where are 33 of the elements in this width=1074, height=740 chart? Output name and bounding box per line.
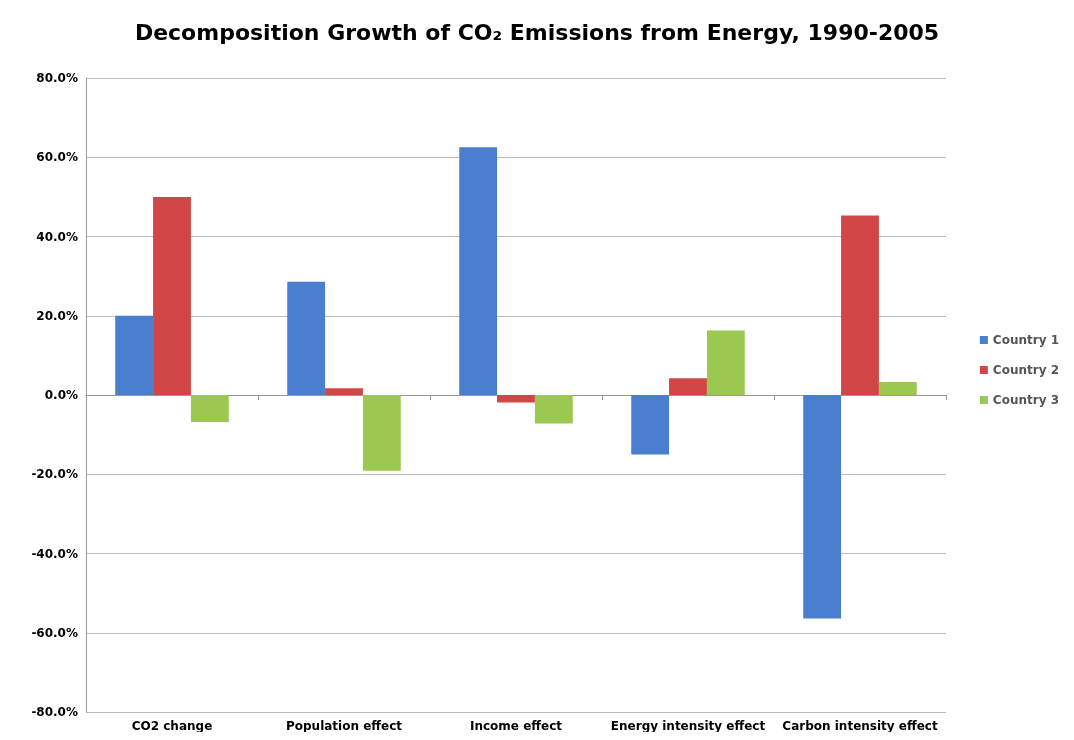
- bar: [287, 281, 326, 395]
- x-tick-label: Income effect: [469, 719, 563, 733]
- y-tick-label: -80.0%: [31, 705, 78, 719]
- chart-title: Decomposition Growth of CO₂ Emissions from Energy, 1990-2005: [134, 19, 940, 45]
- y-tick-label: 60.0%: [36, 150, 78, 165]
- bar: [878, 381, 917, 395]
- bar: [190, 395, 229, 422]
- y-tick-label: 20.0%: [36, 308, 78, 323]
- bar: [706, 330, 745, 395]
- bar: [841, 215, 879, 395]
- x-tick-label: Energy intensity effect: [610, 719, 766, 733]
- bar: [362, 395, 401, 471]
- legend-label: Country 2: [992, 363, 1059, 377]
- bar: [325, 388, 363, 395]
- bar: [497, 395, 535, 403]
- bar: [631, 395, 670, 455]
- bar: [153, 196, 191, 395]
- y-tick-label: 0.0%: [44, 388, 78, 402]
- y-tick-label: 80.0%: [36, 71, 78, 85]
- bar: [803, 395, 842, 619]
- bar: [669, 378, 707, 395]
- x-tick-label: Carbon intensity effect: [782, 719, 938, 733]
- x-tick-label: Population effect: [285, 719, 403, 733]
- x-tick-label: CO2 change: [131, 719, 213, 733]
- y-tick-label: -40.0%: [31, 546, 78, 561]
- legend-label: Country 1: [992, 333, 1059, 347]
- legend-label: Country 3: [992, 393, 1059, 407]
- bar: [534, 395, 573, 424]
- bar: [459, 147, 498, 395]
- bar: [115, 315, 154, 395]
- y-tick-label: -60.0%: [31, 625, 78, 640]
- y-tick-label: 40.0%: [36, 229, 78, 244]
- y-tick-label: -20.0%: [31, 467, 78, 482]
